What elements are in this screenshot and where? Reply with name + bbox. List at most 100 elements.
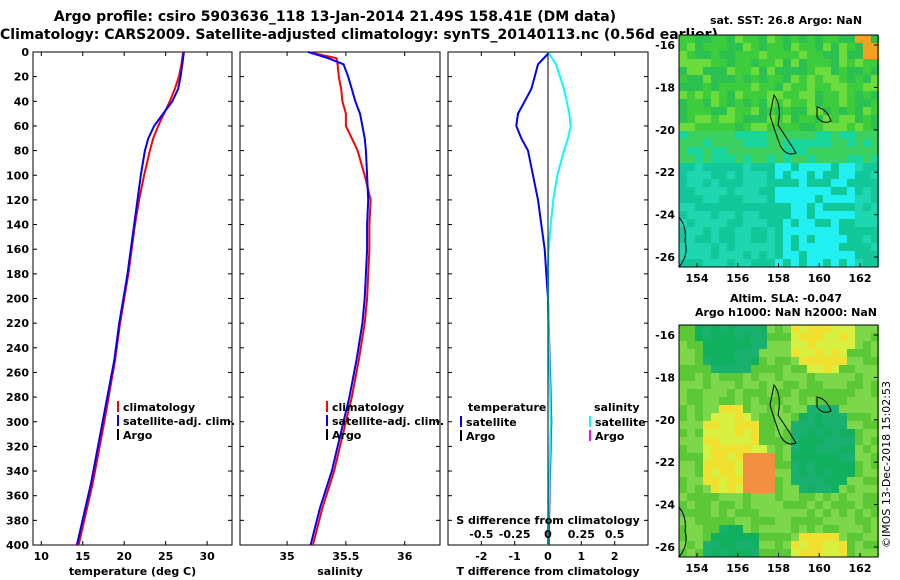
map-cell bbox=[815, 517, 823, 525]
legend-label: climatology bbox=[123, 401, 195, 414]
map-cell bbox=[823, 397, 831, 405]
map-cell bbox=[823, 421, 831, 429]
map-cell bbox=[687, 99, 695, 107]
y-tick-label: 0 bbox=[21, 46, 29, 59]
map-lon-label: 156 bbox=[726, 272, 749, 285]
map-cell bbox=[703, 235, 711, 243]
map-cell bbox=[799, 115, 807, 123]
map-cell bbox=[759, 171, 767, 179]
map-cell bbox=[823, 485, 831, 493]
map-cell bbox=[783, 349, 791, 357]
map-cell bbox=[679, 453, 687, 461]
map-cell bbox=[863, 357, 871, 365]
map-cell bbox=[695, 485, 703, 493]
map-cell bbox=[847, 389, 855, 397]
map-cell bbox=[783, 445, 791, 453]
map-cell bbox=[847, 171, 855, 179]
map-cell bbox=[735, 107, 743, 115]
map-cell bbox=[863, 485, 871, 493]
map-cell bbox=[871, 413, 879, 421]
y-tick-label: 200 bbox=[6, 293, 29, 306]
map-cell bbox=[839, 405, 847, 413]
map-cell bbox=[735, 453, 743, 461]
map-cell bbox=[727, 35, 735, 43]
map-cell bbox=[727, 259, 735, 267]
map-cell bbox=[799, 389, 807, 397]
x-tick-label: 35 bbox=[279, 550, 294, 563]
map-cell bbox=[727, 421, 735, 429]
map-cell bbox=[791, 123, 799, 131]
map-cell bbox=[823, 139, 831, 147]
map-cell bbox=[679, 147, 687, 155]
map-cell bbox=[791, 91, 799, 99]
map-cell bbox=[767, 35, 775, 43]
map-cell bbox=[847, 43, 855, 51]
map-cell bbox=[799, 437, 807, 445]
map-cell bbox=[703, 509, 711, 517]
map-cell bbox=[687, 461, 695, 469]
map-cell bbox=[735, 333, 743, 341]
map-cell bbox=[791, 179, 799, 187]
map-cell bbox=[759, 365, 767, 373]
map-lat-label: -16 bbox=[655, 39, 675, 52]
map-cell bbox=[839, 147, 847, 155]
map-cell bbox=[759, 373, 767, 381]
map-cell bbox=[807, 163, 815, 171]
map-cell bbox=[687, 357, 695, 365]
map-cell bbox=[799, 381, 807, 389]
map-cell bbox=[719, 99, 727, 107]
map-cell bbox=[831, 123, 839, 131]
top-tick-label: 0.5 bbox=[605, 528, 625, 541]
map-cell bbox=[743, 333, 751, 341]
map-cell bbox=[687, 549, 695, 557]
map-cell bbox=[743, 541, 751, 549]
map-cell bbox=[863, 211, 871, 219]
map-cell bbox=[751, 397, 759, 405]
map-cell bbox=[823, 187, 831, 195]
map-cell bbox=[695, 461, 703, 469]
map-cell bbox=[767, 429, 775, 437]
map-cell bbox=[775, 501, 783, 509]
map-cell bbox=[767, 549, 775, 557]
map-cell bbox=[735, 397, 743, 405]
map-cell bbox=[767, 437, 775, 445]
map-cell bbox=[703, 477, 711, 485]
map-cell bbox=[751, 525, 759, 533]
map-cell bbox=[871, 235, 879, 243]
map-cell bbox=[871, 509, 879, 517]
map-cell bbox=[823, 333, 831, 341]
map-cell bbox=[855, 349, 863, 357]
map-cell bbox=[863, 67, 871, 75]
map-cell bbox=[791, 453, 799, 461]
map-cell bbox=[743, 437, 751, 445]
map-cell bbox=[711, 187, 719, 195]
map-cell bbox=[831, 477, 839, 485]
map-cell bbox=[775, 493, 783, 501]
map-cell bbox=[735, 195, 743, 203]
map-cell bbox=[687, 155, 695, 163]
map-cell bbox=[775, 533, 783, 541]
map-cell bbox=[751, 477, 759, 485]
map-cell bbox=[791, 171, 799, 179]
map-cell bbox=[711, 541, 719, 549]
map-cell bbox=[751, 453, 759, 461]
map-cell bbox=[735, 501, 743, 509]
map-cell bbox=[751, 389, 759, 397]
map-cell bbox=[711, 171, 719, 179]
map-cell bbox=[823, 51, 831, 59]
map-cell bbox=[743, 75, 751, 83]
map-cell bbox=[743, 43, 751, 51]
map-cell bbox=[775, 341, 783, 349]
map-cell bbox=[711, 227, 719, 235]
map-cell bbox=[823, 35, 831, 43]
map-cell bbox=[679, 325, 687, 333]
map-cell bbox=[711, 59, 719, 67]
map-cell bbox=[823, 67, 831, 75]
map-cell bbox=[871, 43, 879, 51]
map-cell bbox=[735, 357, 743, 365]
map-cell bbox=[767, 59, 775, 67]
map-cell bbox=[687, 517, 695, 525]
map-cell bbox=[863, 373, 871, 381]
map-cell bbox=[799, 83, 807, 91]
map-cell bbox=[711, 381, 719, 389]
